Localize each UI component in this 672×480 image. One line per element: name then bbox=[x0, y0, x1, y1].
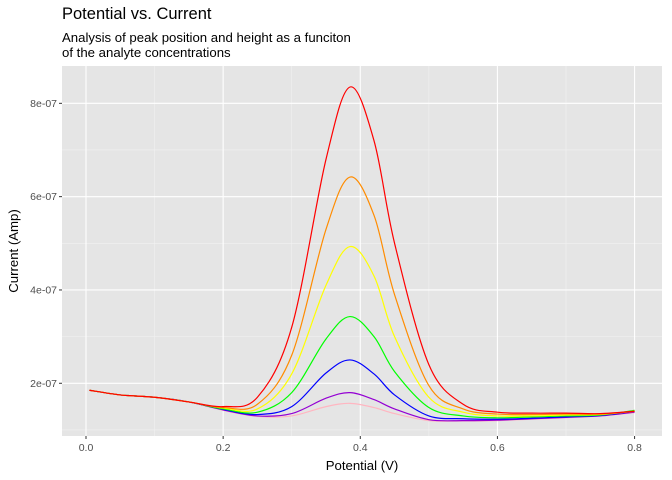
y-tick-label: 8e-07 bbox=[30, 98, 57, 110]
x-tick-label: 0.4 bbox=[353, 442, 368, 454]
x-axis-title: Potential (V) bbox=[326, 458, 399, 473]
y-tick-label: 6e-07 bbox=[30, 191, 57, 203]
y-tick-label: 4e-07 bbox=[30, 284, 57, 296]
x-tick-label: 0.0 bbox=[79, 442, 94, 454]
series-layer bbox=[89, 86, 635, 422]
grid-minor bbox=[62, 66, 662, 436]
y-axis-ticks: 2e-07 4e-07 6e-07 8e-07 bbox=[30, 98, 62, 390]
chart-subtitle-line-2: of the analyte concentrations bbox=[62, 45, 231, 60]
x-axis-ticks: 0.0 0.2 0.4 0.6 0.8 bbox=[79, 436, 642, 454]
chart-title: Potential vs. Current bbox=[62, 5, 212, 23]
chart-subtitle-line-1: Analysis of peak position and height as … bbox=[62, 30, 351, 45]
x-tick-label: 0.8 bbox=[627, 442, 642, 454]
y-tick-label: 2e-07 bbox=[30, 378, 57, 390]
y-axis-title: Current (Amp) bbox=[6, 209, 21, 293]
x-tick-label: 0.2 bbox=[216, 442, 231, 454]
x-tick-label: 0.6 bbox=[490, 442, 505, 454]
plot-panel bbox=[62, 66, 662, 436]
chart-subtitle: Analysis of peak position and height as … bbox=[62, 30, 462, 60]
series-line-1 bbox=[89, 86, 635, 415]
